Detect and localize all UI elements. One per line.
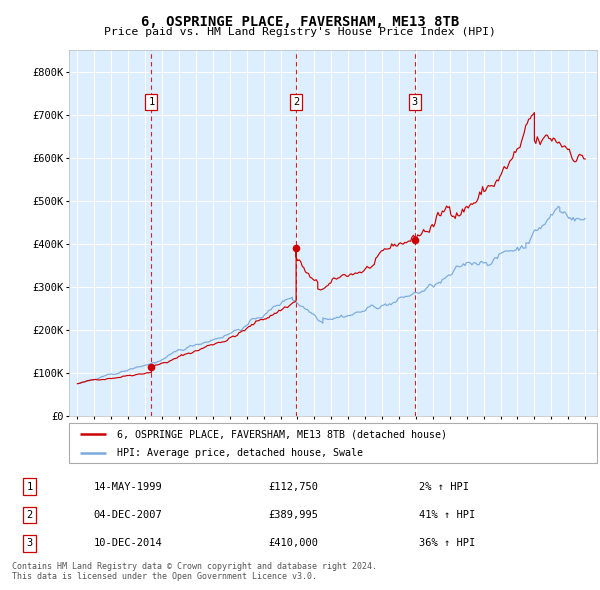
Text: Contains HM Land Registry data © Crown copyright and database right 2024.: Contains HM Land Registry data © Crown c… <box>12 562 377 571</box>
Text: HPI: Average price, detached house, Swale: HPI: Average price, detached house, Swal… <box>116 448 362 458</box>
Text: 3: 3 <box>26 539 32 548</box>
Text: 14-MAY-1999: 14-MAY-1999 <box>94 482 162 491</box>
Text: This data is licensed under the Open Government Licence v3.0.: This data is licensed under the Open Gov… <box>12 572 317 581</box>
Text: 6, OSPRINGE PLACE, FAVERSHAM, ME13 8TB (detached house): 6, OSPRINGE PLACE, FAVERSHAM, ME13 8TB (… <box>116 430 446 440</box>
Text: Price paid vs. HM Land Registry's House Price Index (HPI): Price paid vs. HM Land Registry's House … <box>104 27 496 37</box>
Text: £410,000: £410,000 <box>268 539 318 548</box>
Text: 41% ↑ HPI: 41% ↑ HPI <box>419 510 476 520</box>
Text: 3: 3 <box>412 97 418 107</box>
Text: £389,995: £389,995 <box>268 510 318 520</box>
Text: 6, OSPRINGE PLACE, FAVERSHAM, ME13 8TB: 6, OSPRINGE PLACE, FAVERSHAM, ME13 8TB <box>141 15 459 29</box>
Text: 2% ↑ HPI: 2% ↑ HPI <box>419 482 469 491</box>
Text: 36% ↑ HPI: 36% ↑ HPI <box>419 539 476 548</box>
FancyBboxPatch shape <box>69 423 597 463</box>
Text: 2: 2 <box>293 97 299 107</box>
Text: 04-DEC-2007: 04-DEC-2007 <box>94 510 162 520</box>
Text: £112,750: £112,750 <box>268 482 318 491</box>
Text: 10-DEC-2014: 10-DEC-2014 <box>94 539 162 548</box>
Text: 1: 1 <box>148 97 155 107</box>
Text: 2: 2 <box>26 510 32 520</box>
Text: 1: 1 <box>26 482 32 491</box>
